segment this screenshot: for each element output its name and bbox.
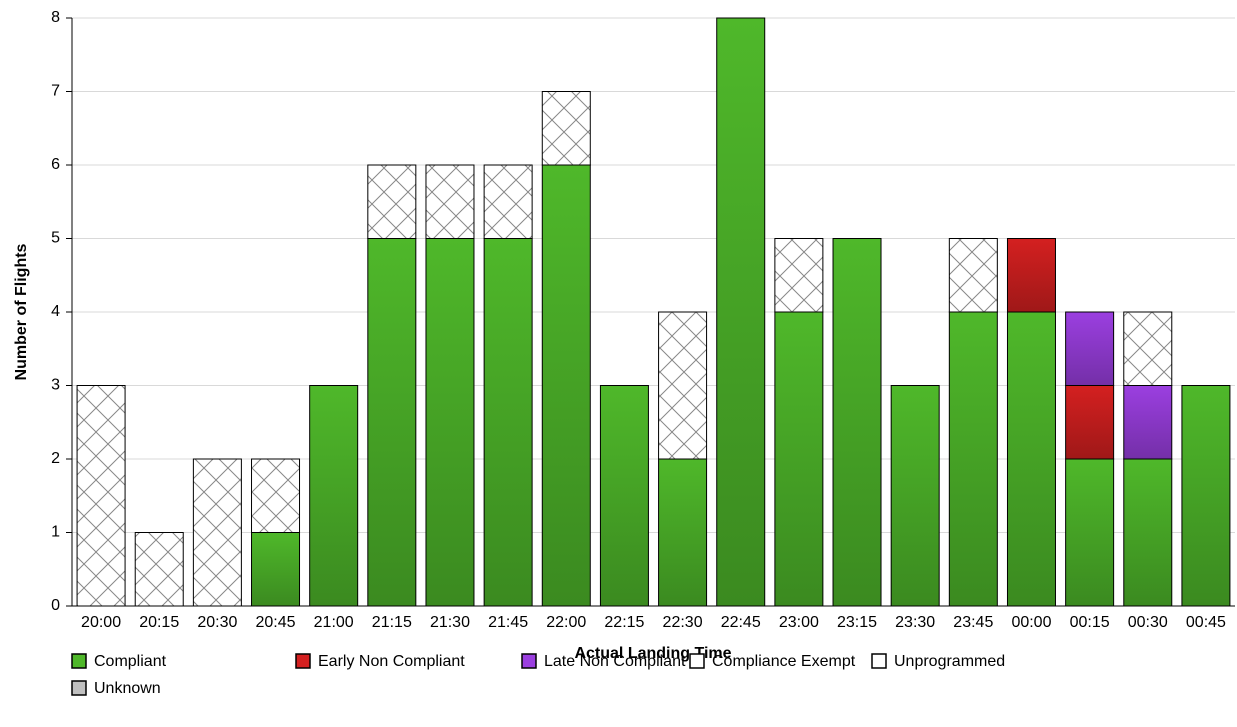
x-tick-label: 23:15 (837, 614, 877, 631)
x-tick-label: 20:30 (197, 614, 237, 631)
legend-label: Early Non Compliant (318, 653, 465, 670)
legend-swatch (295, 653, 311, 669)
y-tick-label: 0 (51, 597, 60, 614)
x-tick-label: 20:45 (256, 614, 296, 631)
bar-segment (192, 458, 242, 607)
x-tick-label: 00:00 (1011, 614, 1051, 631)
x-tick-label: 23:45 (953, 614, 993, 631)
x-tick-label: 21:00 (314, 614, 354, 631)
legend-swatch (71, 680, 87, 696)
bar-segment (948, 238, 998, 313)
bar-segment (483, 238, 533, 607)
y-axis-title: Number of Flights (13, 243, 30, 380)
bar-segment (658, 311, 708, 460)
x-tick-label: 21:45 (488, 614, 528, 631)
x-tick-label: 21:30 (430, 614, 470, 631)
y-tick-label: 5 (51, 230, 60, 247)
bar-segment (774, 311, 824, 607)
legend-swatch (71, 653, 87, 669)
legend-swatch (521, 653, 537, 669)
bar-segment (1181, 385, 1231, 607)
y-tick-label: 8 (51, 9, 60, 26)
bar-segment (1065, 311, 1115, 386)
x-tick-label: 22:30 (663, 614, 703, 631)
x-tick-label: 23:30 (895, 614, 935, 631)
y-tick-label: 2 (51, 450, 60, 467)
bar-segment (425, 164, 475, 239)
legend-label: Unprogrammed (894, 653, 1005, 670)
bar-segment (1065, 385, 1115, 460)
y-tick-label: 1 (51, 524, 60, 541)
bar-segment (890, 385, 940, 607)
x-tick-label: 20:00 (81, 614, 121, 631)
x-tick-label: 20:15 (139, 614, 179, 631)
bar-segment (658, 458, 708, 607)
bar-segment (716, 17, 766, 607)
bar-segment (1006, 238, 1056, 313)
y-tick-label: 7 (51, 83, 60, 100)
bar-segment (251, 458, 301, 533)
bar-segment (76, 385, 126, 607)
x-tick-label: 23:00 (779, 614, 819, 631)
bar-segment (367, 238, 417, 607)
x-tick-label: 00:45 (1186, 614, 1226, 631)
bar-segment (1065, 458, 1115, 607)
bar-segment (1006, 311, 1056, 607)
legend-label: Compliance Exempt (712, 653, 856, 670)
bar-segment (948, 311, 998, 607)
y-tick-label: 3 (51, 377, 60, 394)
x-tick-label: 00:15 (1070, 614, 1110, 631)
legend-label: Unknown (94, 680, 161, 697)
bar-segment (134, 532, 184, 607)
bar-segment (1123, 458, 1173, 607)
bar-segment (367, 164, 417, 239)
legend-swatch (871, 653, 887, 669)
legend-swatch (689, 653, 705, 669)
bar-segment (1123, 385, 1173, 460)
bar-segment (251, 532, 301, 607)
bar-segment (541, 164, 591, 607)
bar-segment (774, 238, 824, 313)
x-tick-label: 22:15 (604, 614, 644, 631)
x-tick-label: 22:00 (546, 614, 586, 631)
x-tick-label: 21:15 (372, 614, 412, 631)
bar-segment (599, 385, 649, 607)
bar-segment (483, 164, 533, 239)
bar-segment (1123, 311, 1173, 386)
legend-label: Late Non Compliant (544, 653, 686, 670)
legend-label: Compliant (94, 653, 167, 670)
y-tick-label: 6 (51, 156, 60, 173)
bar-segment (832, 238, 882, 607)
x-tick-label: 22:45 (721, 614, 761, 631)
y-tick-label: 4 (51, 303, 60, 320)
bar-segment (309, 385, 359, 607)
x-tick-label: 00:30 (1128, 614, 1168, 631)
bar-segment (425, 238, 475, 607)
bar-segment (541, 91, 591, 166)
